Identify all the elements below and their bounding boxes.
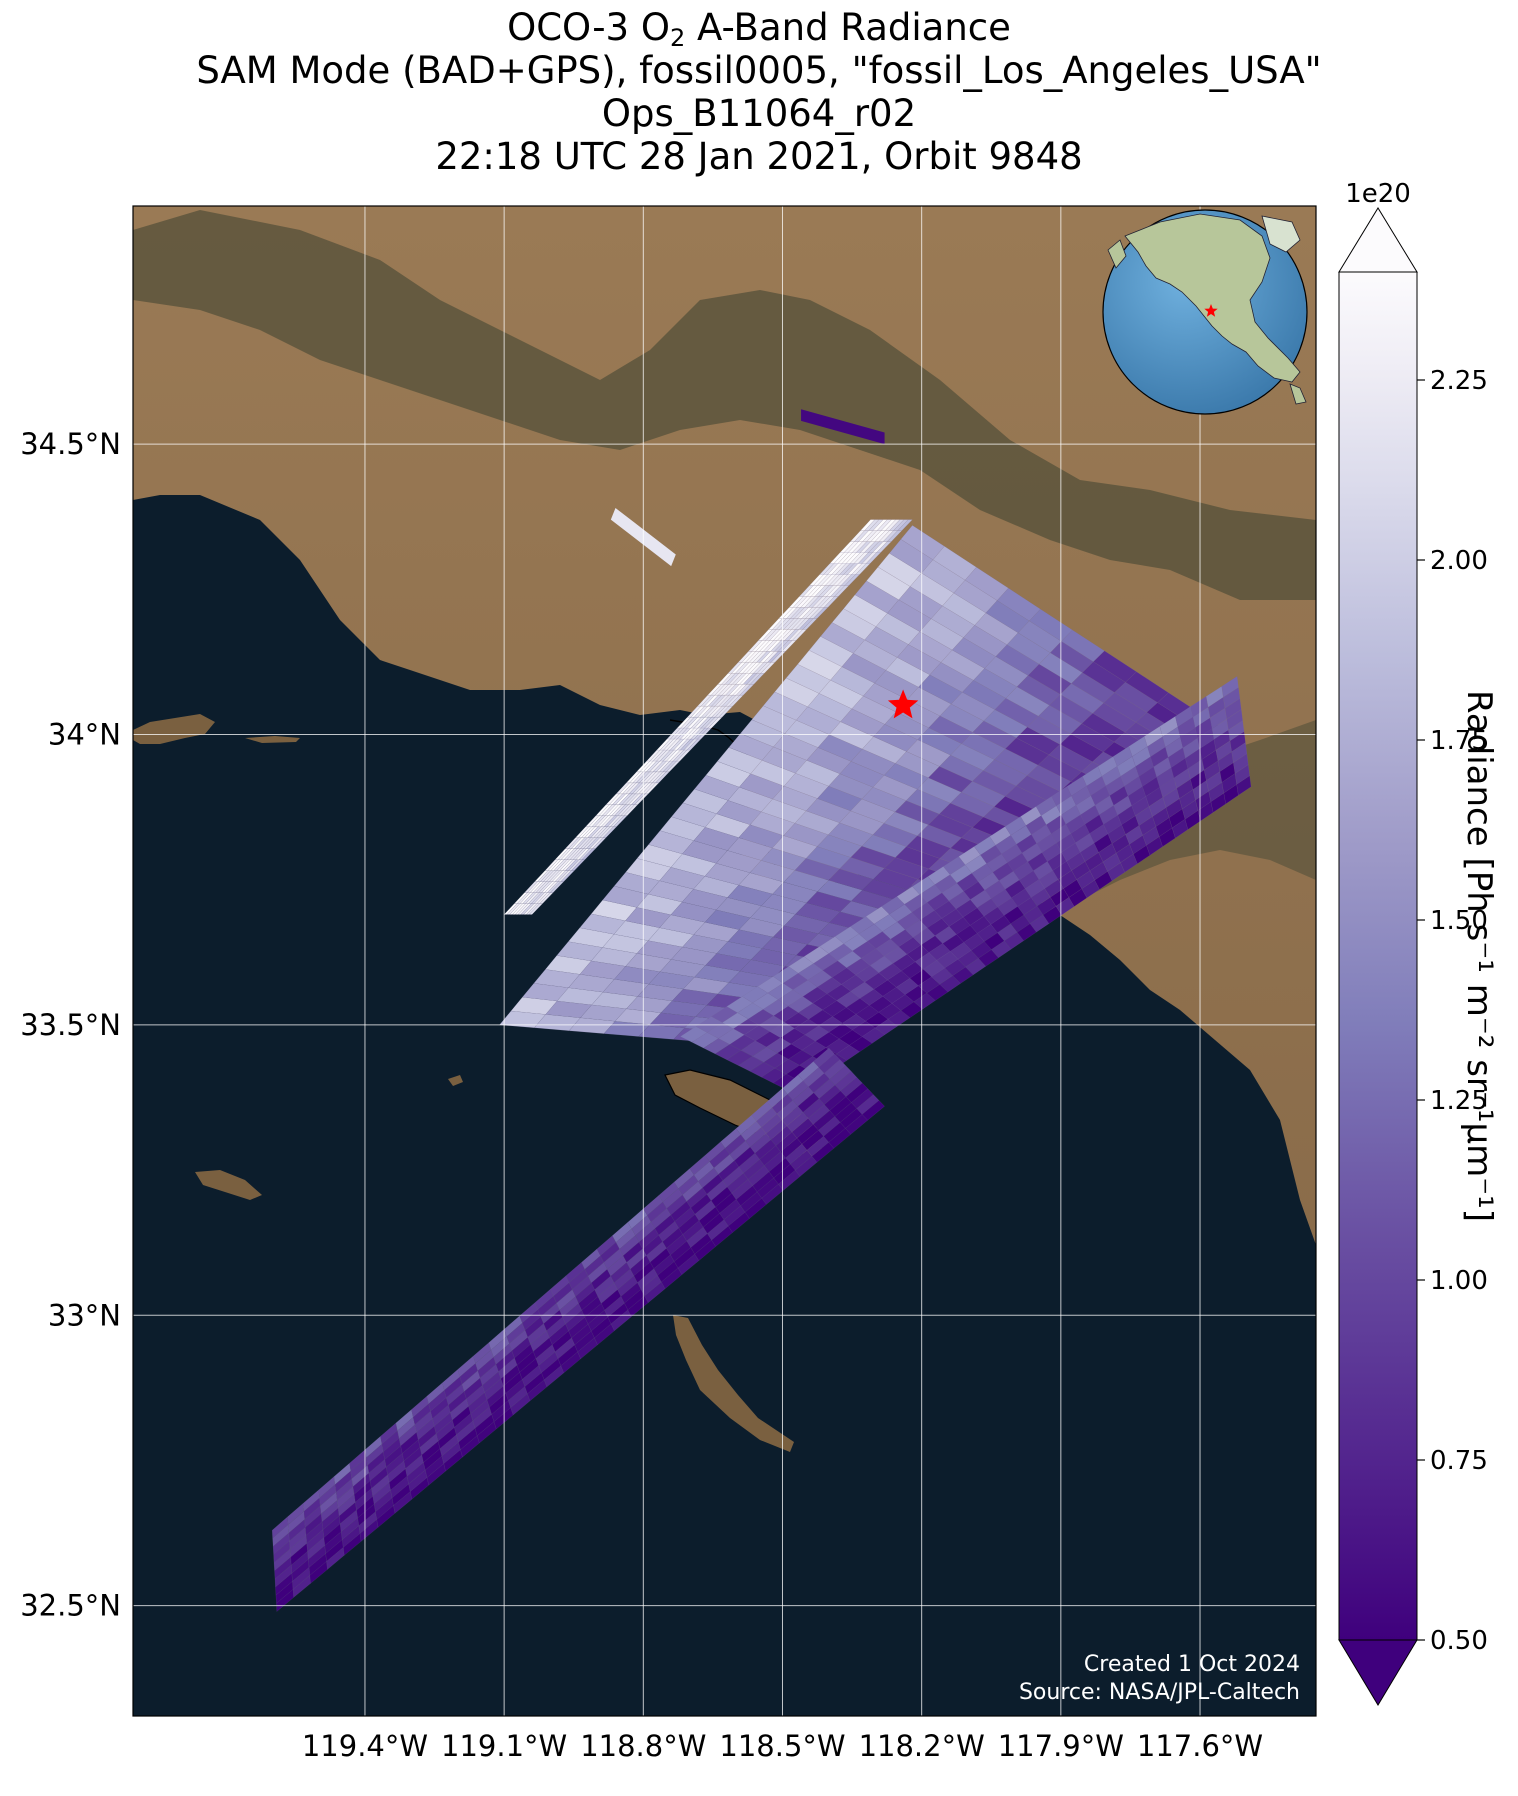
- lon-tick-label: 117.9°W: [998, 1729, 1124, 1763]
- san-nicolas-island: [195, 1170, 262, 1200]
- title-line-4: 22:18 UTC 28 Jan 2021, Orbit 9848: [435, 135, 1083, 178]
- title-line-1: OCO-3 O2 A-Band Radiance: [0, 6, 1518, 52]
- colorbar-tick-label: 0.50: [1430, 1626, 1488, 1656]
- colorbar-extend-bottom: [1338, 1639, 1418, 1706]
- lat-tick-label: 34.5°N: [20, 427, 121, 461]
- inset-globe: [1102, 209, 1308, 415]
- globe-greenland: [1261, 215, 1301, 253]
- swath-swath-1: [503, 519, 913, 915]
- colorbar-extend-top: [1338, 207, 1418, 273]
- lon-tick-label: 118.2°W: [859, 1729, 985, 1763]
- colorbar-tick-label: 2.25: [1430, 366, 1488, 396]
- colorbar-tick-label: 1.75: [1430, 726, 1488, 756]
- colorbar-tick-label: 2.00: [1430, 546, 1488, 576]
- lon-tick-label: 119.1°W: [441, 1729, 567, 1763]
- globe-north-america: [1124, 213, 1301, 383]
- figure-title: OCO-3 O2 A-Band Radiance SAM Mode (BAD+G…: [0, 6, 1518, 178]
- swath-cell: [801, 409, 885, 445]
- anacapa-island: [245, 736, 300, 743]
- title-line-2: SAM Mode (BAD+GPS), fossil0005, "fossil_…: [196, 49, 1322, 92]
- mountain-range: [133, 210, 1316, 600]
- axis-labels: 34.5°N 34°N 33.5°N 33°N 32.5°N 119.4°W 119.1°W…: [20, 427, 1263, 1763]
- colorbar-tick-label: 0.75: [1430, 1446, 1488, 1476]
- colorbar-ticks: 0.50 0.75 1.00 1.25 1.50 1.75 2.00 2.25: [1417, 366, 1488, 1656]
- target-marker: [887, 689, 919, 719]
- san-clemente-island: [673, 1315, 794, 1452]
- swath-cell: [1236, 775, 1252, 796]
- colorbar-tick-label: 1.50: [1430, 906, 1488, 936]
- credit-line-2: Source: NASA/JPL-Caltech: [1019, 1680, 1300, 1705]
- lon-tick-label: 118.5°W: [719, 1729, 845, 1763]
- title-line-1-prefix: OCO-3 O: [507, 6, 670, 49]
- santa-cruz-island: [133, 714, 215, 744]
- swaths-layer: [271, 409, 1252, 1613]
- title-line-3: Ops_B11064_r02: [601, 92, 917, 135]
- colorbar: 1e20 0.50 0.75 1.00 1.25 1.50 1.75 2.00 2.25 Ra…: [1338, 179, 1499, 1706]
- lon-tick-label: 117.6°W: [1137, 1729, 1263, 1763]
- colorbar-tick-label: 1.25: [1430, 1086, 1488, 1116]
- lat-tick-label: 33.5°N: [20, 1008, 121, 1042]
- colorbar-multiplier: 1e20: [1345, 179, 1411, 209]
- inset-star-icon: [1204, 304, 1218, 317]
- colorbar-tick-label: 1.00: [1430, 1266, 1488, 1296]
- swath-swath-4: [271, 1047, 885, 1613]
- lon-tick-label: 119.4°W: [302, 1729, 428, 1763]
- globe-south-america: [1289, 383, 1307, 405]
- lat-tick-label: 33°N: [48, 1298, 121, 1332]
- gridlines: [133, 206, 1316, 1716]
- globe-asia: [1107, 239, 1127, 269]
- santa-barbara-island: [448, 1075, 463, 1086]
- swath-cell: [861, 1100, 885, 1121]
- title-line-1-subscript: 2: [669, 24, 686, 52]
- credit-line-1: Created 1 Oct 2024: [1084, 1652, 1300, 1677]
- lat-tick-label: 34°N: [48, 718, 121, 752]
- target-star-icon: [887, 689, 919, 719]
- map-panel: Created 1 Oct 2024 Source: NASA/JPL-Calt…: [133, 206, 1316, 1716]
- colorbar-label: Radiance [Ph s⁻¹ m⁻² sr⁻¹μm⁻¹]: [1459, 690, 1499, 1222]
- swath-cell: [897, 519, 913, 531]
- map-frame: [132, 205, 1317, 1717]
- swath-north-fragment: [801, 409, 885, 445]
- colorbar-gradient: [1338, 271, 1418, 1641]
- title-line-1-suffix: A-Band Radiance: [685, 6, 1011, 49]
- lon-tick-label: 118.8°W: [580, 1729, 706, 1763]
- lat-tick-label: 32.5°N: [20, 1589, 121, 1623]
